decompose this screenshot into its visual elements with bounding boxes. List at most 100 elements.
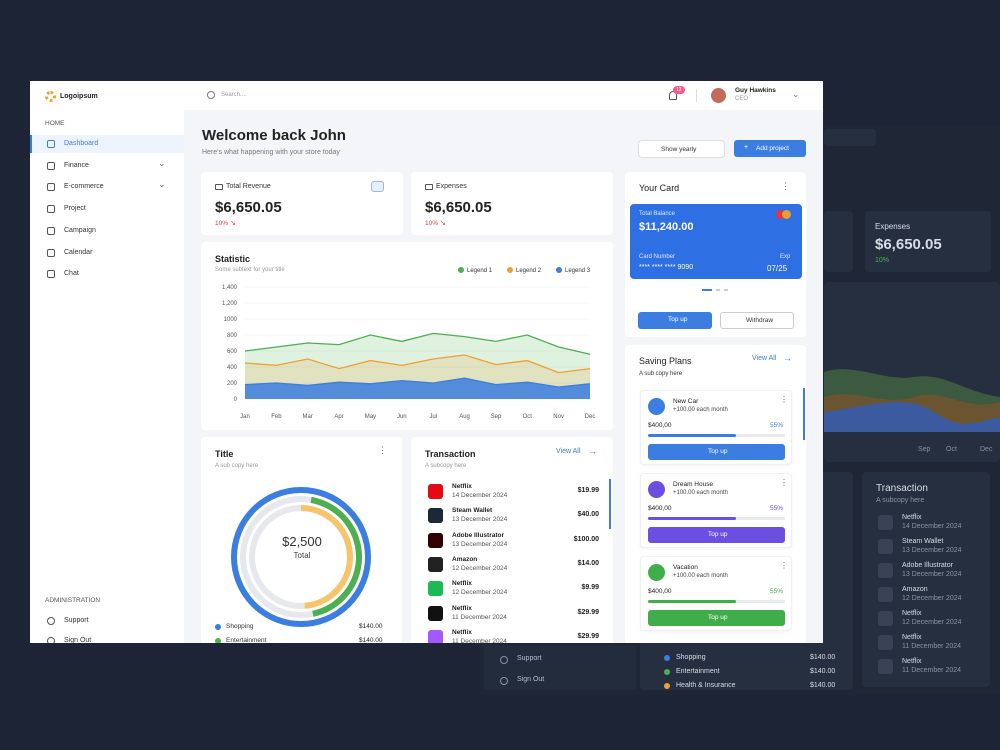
topup-button[interactable]: Top up: [648, 527, 785, 543]
icon: [47, 226, 55, 235]
transaction-card: Transaction A subcopy here View All → Ne…: [411, 437, 613, 643]
nav-item[interactable]: Finance ⌄: [30, 157, 184, 175]
logo: [878, 659, 893, 674]
center-value: $2,500: [282, 534, 322, 549]
nav-item[interactable]: Calendar: [30, 244, 184, 262]
name: Netflix: [902, 514, 922, 521]
view-all[interactable]: View All: [556, 448, 581, 455]
rate: +100.00 each month: [673, 490, 728, 496]
change: 10%: [215, 220, 229, 227]
transaction: Steam Wallet 13 December 2024: [862, 536, 990, 558]
transaction[interactable]: Netflix 12 December 2024 $9.99: [411, 578, 613, 600]
icon: [47, 205, 55, 214]
y-tick-label: 800: [227, 333, 238, 339]
search[interactable]: Search....: [221, 92, 247, 98]
kpi-card: Expenses $6,650.05 10% ↘: [411, 172, 613, 235]
name: New Car: [673, 398, 699, 405]
title: Transaction: [425, 449, 476, 459]
balance: $11,240.00: [639, 221, 694, 233]
view-all[interactable]: View All: [752, 355, 777, 362]
transaction[interactable]: Adobe Illustrator 13 December 2024 $100.00: [411, 530, 613, 552]
nav-item[interactable]: E-commerce ⌄: [30, 178, 184, 196]
x-tick-label: Dec: [585, 414, 596, 420]
transaction[interactable]: Amazon 12 December 2024 $14.00: [411, 554, 613, 576]
name: Dream House: [673, 481, 714, 488]
label: Campaign: [64, 226, 96, 234]
name: Entertainment: [676, 668, 720, 675]
arrow: ↘: [230, 220, 236, 227]
date: 12 December 2024: [902, 619, 962, 626]
name: Amazon: [902, 586, 928, 593]
date: 11 December 2024: [452, 637, 507, 643]
topup-button[interactable]: Top up: [648, 444, 785, 460]
icon: [47, 248, 55, 257]
filter-button[interactable]: Show yearly: [638, 140, 725, 158]
x-tick-label: Mar: [303, 414, 313, 420]
menu[interactable]: ⋮: [780, 395, 788, 404]
topup-button[interactable]: Top up: [648, 610, 785, 626]
name: Netflix: [452, 580, 472, 588]
date: 13 December 2024: [452, 540, 508, 548]
menu[interactable]: ⋮: [780, 561, 788, 570]
logo: [428, 605, 443, 621]
card-number: **** **** **** 9090: [639, 264, 694, 271]
nav-item: Sign Out: [484, 674, 636, 688]
label: Sign Out: [64, 637, 92, 643]
legend-label: Legend 2: [516, 268, 542, 274]
nav-item[interactable]: Project: [30, 200, 184, 218]
title: Transaction: [876, 483, 928, 494]
list: Shopping $140.00 Entertainment $140.00 Healt…: [640, 652, 853, 690]
add-button[interactable]: + Add project: [734, 140, 806, 157]
nav-item[interactable]: Chat: [30, 265, 184, 283]
label: Dashboard: [64, 140, 99, 147]
icon: [47, 270, 55, 279]
topup-button[interactable]: Top up: [638, 312, 712, 329]
donut-card: Title A sub copy here ⋮ $2,500 Total Sho…: [201, 437, 402, 643]
month: Sep: [918, 446, 931, 453]
brand: Logoipsum: [60, 93, 98, 100]
logo: [878, 515, 893, 530]
change: 10%: [875, 257, 890, 264]
logo: [428, 556, 443, 572]
withdraw-button[interactable]: Withdraw: [720, 312, 794, 329]
transaction[interactable]: Steam Wallet 13 December 2024 $40.00: [411, 505, 613, 527]
label: Support: [64, 617, 89, 624]
legend-label: Legend 1: [467, 268, 493, 274]
name: Netflix: [452, 628, 472, 636]
label: Support: [517, 655, 542, 662]
label: Expenses: [875, 222, 911, 231]
nav-item[interactable]: Sign Out: [30, 632, 184, 643]
plan-icon: [648, 564, 665, 581]
nav-item[interactable]: Campaign: [30, 222, 184, 240]
transaction[interactable]: Netflix 11 December 2024 $29.99: [411, 627, 613, 643]
dark-expenses-card: Expenses $6,650.05 10%: [865, 211, 991, 272]
divider: [696, 89, 697, 102]
credit-card: Total Balance $11,240.00 Card Number ***…: [630, 204, 802, 279]
nav-item[interactable]: Dashboard: [30, 135, 184, 153]
avatar: [711, 88, 726, 103]
transaction[interactable]: Netflix 11 December 2024 $29.99: [411, 603, 613, 625]
y-tick-label: 600: [227, 349, 238, 355]
legend-item: Entertainment $140.00: [201, 635, 402, 643]
nav-item[interactable]: Support: [30, 612, 184, 630]
donut-rings: [231, 487, 371, 627]
menu[interactable]: ⋮: [780, 478, 788, 487]
dark-transactions: Transaction A subcopy here Netflix 14 Dec…: [862, 472, 990, 687]
transaction: Netflix 11 December 2024: [862, 632, 990, 654]
date: 13 December 2024: [452, 516, 508, 524]
transaction[interactable]: Netflix 14 December 2024 $19.99: [411, 481, 613, 503]
top-bar: Logoipsum Search.... 12 Guy Hawkins CEO …: [30, 81, 823, 110]
subtitle: A subcopy here: [425, 463, 467, 469]
rate: +100.00 each month: [673, 573, 728, 579]
name: Shopping: [226, 623, 254, 630]
icon: [500, 677, 508, 685]
legend: Shopping $140.00 Entertainment $140.00: [201, 621, 402, 643]
logo: [428, 629, 443, 643]
chevron[interactable]: ⌄: [792, 89, 800, 99]
menu[interactable]: ⋮: [378, 445, 387, 455]
legend-item: Shopping $140.00: [640, 652, 853, 664]
change: 10%: [425, 220, 439, 227]
menu[interactable]: ⋮: [781, 181, 790, 191]
title: Saving Plans: [639, 356, 692, 366]
sidebar: HOME ADMINISTRATION Dashboard Finance ⌄ E-c…: [30, 110, 184, 643]
